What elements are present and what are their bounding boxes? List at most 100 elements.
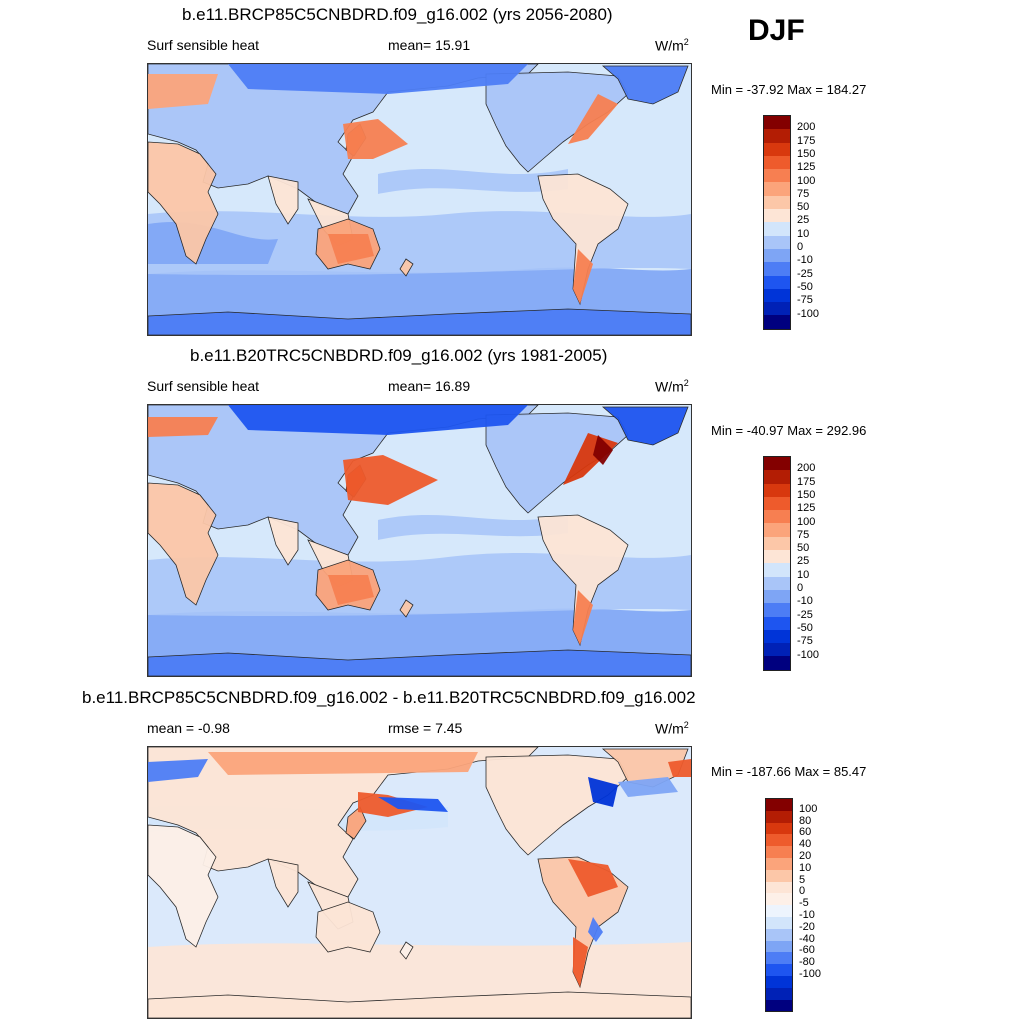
season-label: DJF <box>748 14 805 47</box>
colorbar-tick-label: 10 <box>797 227 810 240</box>
colorbar-box <box>764 315 790 329</box>
panel1-minmax: Min = -37.92 Max = 184.27 <box>711 82 867 97</box>
colorbar-box <box>764 275 790 289</box>
colorbar-box <box>764 222 790 236</box>
field-highlight <box>343 455 438 505</box>
panel2-title: b.e11.B20TRC5CNBDRD.f09_g16.002 (yrs 198… <box>190 346 608 365</box>
colorbar-tick-label: 25 <box>797 214 810 227</box>
colorbar-tick-label: -80 <box>799 956 815 969</box>
colorbar-tick-label: 0 <box>799 885 806 898</box>
continent-nz <box>399 599 414 618</box>
colorbar-box <box>764 550 790 564</box>
colorbar-box <box>766 905 792 917</box>
colorbar-box <box>764 209 790 223</box>
panel2-map <box>147 404 692 677</box>
field-highlight <box>328 575 374 605</box>
field-region <box>148 211 691 276</box>
colorbar-box <box>764 496 790 511</box>
colorbar-tick-label: 200 <box>797 462 816 475</box>
colorbar-box <box>764 589 790 604</box>
colorbar-tick-label: -75 <box>797 294 813 307</box>
field-highlight <box>593 435 613 465</box>
colorbar-tick-label: 100 <box>797 174 816 187</box>
colorbar-tick-label: -50 <box>797 280 813 293</box>
colorbar-tick-label: 175 <box>797 134 816 147</box>
panel3-colorbar: 100 80 60 40 20 10 5 0 -5 -10 -20 -40 -60 -80 -100 <box>765 798 835 1013</box>
colorbar-tick-label: -10 <box>797 254 813 267</box>
continent-nz <box>399 258 414 277</box>
colorbar-box <box>766 916 792 929</box>
field-highlight <box>573 249 593 304</box>
colorbar-box <box>764 182 790 196</box>
colorbar-tick-label: 0 <box>797 582 804 594</box>
panel1-title: b.e11.BRCP85C5CNBDRD.f09_g16.002 (yrs 20… <box>182 5 613 24</box>
panel3-map <box>147 746 692 1019</box>
colorbar-box <box>764 116 790 130</box>
panel2-minmax: Min = -40.97 Max = 292.96 <box>711 423 867 438</box>
field-region <box>378 515 568 540</box>
colorbar-box <box>766 869 792 882</box>
colorbar-tick-label: -60 <box>799 944 815 957</box>
colorbar-box <box>766 799 792 811</box>
colorbar-box <box>764 195 790 210</box>
continent-nz <box>399 941 414 960</box>
colorbar-box <box>764 510 790 524</box>
world-map-svg <box>148 64 691 335</box>
continent-antarctica <box>148 308 691 335</box>
colorbar-tick-label: 200 <box>797 121 816 134</box>
continent-africa <box>148 824 219 948</box>
field-highlight <box>208 752 478 775</box>
field-region <box>148 553 691 617</box>
world-map-svg <box>148 747 691 1018</box>
colorbar-box <box>766 987 792 1000</box>
colorbar-box <box>764 656 790 670</box>
colorbar-tick-label: -100 <box>799 968 822 980</box>
panel3-rmse-label: rmse = 7.45 <box>388 720 463 736</box>
field-highlight <box>568 94 618 144</box>
colorbar-box <box>764 643 790 657</box>
field-highlight <box>378 797 448 812</box>
field-highlight <box>588 917 603 942</box>
colorbar-box <box>764 155 790 170</box>
colorbar-tick-label: 175 <box>797 475 816 488</box>
field-highlight <box>328 234 374 264</box>
colorbar-boxes <box>763 115 791 330</box>
colorbar-boxes <box>763 456 791 671</box>
continent-africa <box>148 141 219 265</box>
colorbar-box <box>764 235 790 249</box>
panel2-colorbar: 200 175 150 125 100 75 50 25 10 0 -10 -25 -50 -75 -100 <box>763 456 833 671</box>
colorbar-box <box>764 470 790 484</box>
colorbar-box <box>766 952 792 965</box>
field-highlight <box>228 405 528 435</box>
colorbar-tick-label: 5 <box>799 873 806 886</box>
colorbar-box <box>766 999 792 1012</box>
colorbar-box <box>764 523 790 537</box>
field-highlight <box>343 119 408 159</box>
colorbar-box <box>766 975 792 988</box>
field-highlight <box>573 937 588 987</box>
continent-greenland <box>601 406 689 446</box>
colorbar-box <box>766 964 792 976</box>
colorbar-tick-label: 75 <box>797 528 810 541</box>
continent-africa <box>148 482 219 606</box>
field-highlight <box>668 759 691 777</box>
continent-india <box>267 858 299 908</box>
colorbar-box <box>766 846 792 858</box>
panel1-mean-label: mean= 15.91 <box>388 37 471 53</box>
colorbar-box <box>764 603 790 617</box>
field-highlight <box>148 759 208 782</box>
panel3-units: W/m2 <box>655 720 689 737</box>
panel1-map <box>147 63 692 336</box>
colorbar-box <box>766 810 792 823</box>
colorbar-box <box>764 629 790 644</box>
field-highlight <box>148 74 218 109</box>
colorbar-box <box>766 881 792 894</box>
colorbar-tick-label: 50 <box>797 201 810 214</box>
colorbar-tick-label: 0 <box>797 241 804 253</box>
panel2-mean-label: mean= 16.89 <box>388 378 471 394</box>
field-region <box>378 169 568 194</box>
panel3-minmax: Min = -187.66 Max = 85.47 <box>711 764 867 779</box>
colorbar-tick-label: 25 <box>797 555 810 568</box>
field-highlight <box>573 590 593 645</box>
colorbar-box <box>766 893 792 906</box>
